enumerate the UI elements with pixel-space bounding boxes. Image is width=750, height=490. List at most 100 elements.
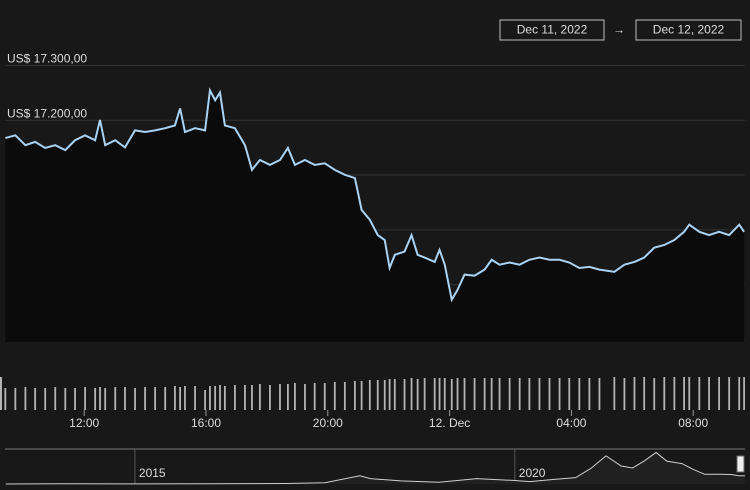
volume-bar: [4, 388, 7, 410]
volume-bar: [269, 385, 271, 410]
date-to-box[interactable]: [635, 19, 742, 41]
volume-bar: [393, 379, 396, 410]
volume-bar: [643, 377, 646, 410]
volume-bar: [144, 387, 146, 410]
volume-bar: [244, 385, 246, 410]
volume-bar: [54, 387, 57, 410]
volume-bar: [456, 378, 459, 410]
volume-bar: [613, 377, 616, 410]
volume-bar: [124, 387, 126, 410]
volume-bar: [728, 377, 731, 410]
volume-bar: [623, 378, 626, 410]
volume-bar: [44, 388, 47, 410]
navigator-area: [5, 452, 745, 484]
volume-bar: [688, 377, 691, 410]
volume-bar: [653, 378, 656, 410]
x-tick-label: 20:00: [313, 416, 343, 430]
volume-bar: [14, 388, 17, 410]
volume-bar: [433, 378, 436, 410]
volume-bar: [223, 386, 226, 410]
volume-bar: [518, 378, 521, 410]
volume-bar: [154, 387, 157, 410]
navigator-tick-label: 2020: [519, 466, 546, 480]
volume-bar: [24, 387, 27, 410]
volume-bar: [258, 384, 261, 410]
volume-bar: [174, 386, 176, 410]
volume-bar: [287, 384, 289, 410]
volume-bar: [134, 388, 136, 410]
x-tick-label: 12. Dec: [429, 416, 470, 430]
volume-bar: [354, 381, 356, 410]
volume-bar: [438, 378, 441, 410]
volume-bar: [718, 377, 721, 410]
volume-bar: [698, 377, 701, 410]
volume-bar: [743, 377, 745, 410]
volume-bar: [184, 386, 186, 410]
x-tick-label: 16:00: [191, 416, 221, 430]
volume-bar: [74, 388, 76, 410]
volume-bar: [383, 380, 386, 410]
volume-bar: [528, 378, 531, 410]
volume-bar: [683, 377, 685, 410]
volume-bar: [114, 387, 117, 410]
volume-bar: [104, 388, 107, 410]
volume-bar: [598, 378, 601, 410]
volume-bar: [708, 377, 710, 410]
volume-bar: [443, 378, 446, 410]
volume-bar: [64, 388, 67, 410]
volume-bar: [673, 377, 676, 410]
date-from-box[interactable]: [499, 19, 605, 41]
volume-bar: [416, 379, 419, 410]
navigator-line: [5, 451, 746, 485]
volume-bar: [360, 381, 363, 410]
volume-bar: [0, 377, 2, 410]
volume-bar: [578, 378, 581, 410]
volume-bar: [463, 378, 466, 410]
navigator-handle[interactable]: [736, 455, 745, 473]
volume-bar: [179, 387, 182, 410]
y-tick-label: US$ 17.200,00: [7, 106, 87, 120]
volume-bar: [473, 378, 476, 410]
volume-bar: [219, 385, 221, 410]
volume-bar: [194, 386, 196, 410]
volume-bar: [388, 379, 391, 410]
volume-bar: [738, 377, 741, 410]
volume-bar: [663, 377, 666, 410]
volume-bar: [403, 379, 406, 410]
volume-bar: [548, 378, 551, 410]
volume-bar: [251, 385, 253, 410]
volume-bar: [333, 382, 336, 410]
volume-bar: [164, 387, 167, 410]
volume-bar: [94, 388, 97, 410]
x-tick-label: 04:00: [556, 416, 586, 430]
volume-bar: [84, 387, 86, 410]
x-tick-label: 12:00: [69, 416, 99, 430]
price-line: [5, 87, 745, 303]
volume-bar: [538, 378, 541, 410]
volume-bar: [558, 378, 561, 410]
area-fill: [5, 90, 745, 342]
volume-bar: [508, 378, 511, 410]
volume-bar: [99, 387, 101, 410]
volume-bar: [483, 378, 486, 410]
volume-bar: [323, 383, 326, 410]
volume-bar: [568, 378, 571, 410]
x-tick-label: 08:00: [678, 416, 708, 430]
volume-bar: [498, 378, 501, 410]
volume-bar: [209, 386, 211, 410]
volume-bar: [410, 378, 413, 410]
volume-bar: [450, 379, 453, 410]
navigator-tick-label: 2015: [139, 466, 166, 480]
volume-bar: [214, 386, 217, 410]
date-to[interactable]: Dec 12, 2022: [653, 23, 725, 37]
volume-bar: [343, 382, 346, 410]
volume-bar: [34, 388, 37, 410]
volume-bar: [368, 380, 371, 410]
volume-bar: [313, 383, 316, 410]
date-from[interactable]: Dec 11, 2022: [517, 23, 588, 37]
volume-bar: [304, 384, 306, 410]
volume-bar: [633, 377, 636, 410]
volume-bar: [204, 390, 206, 410]
volume-bar: [423, 378, 426, 410]
